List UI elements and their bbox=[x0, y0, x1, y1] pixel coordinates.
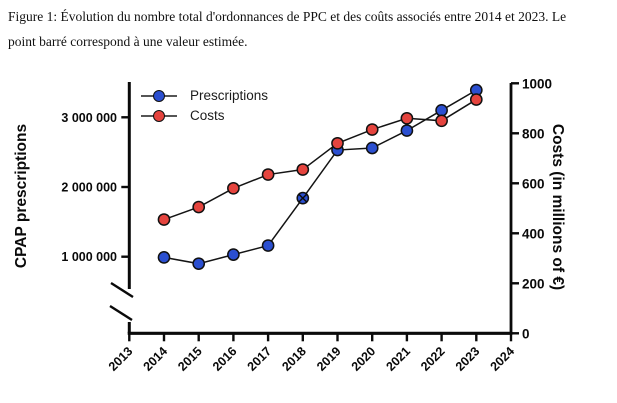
estimated-cross-2018 bbox=[298, 193, 308, 203]
right-tick-label-200: 200 bbox=[522, 276, 545, 291]
point-costs-2019 bbox=[331, 136, 344, 150]
x-tick-label-2013: 2013 bbox=[106, 344, 136, 374]
right-tick-label-1000: 1000 bbox=[522, 76, 552, 91]
point-costs-2023 bbox=[469, 93, 483, 106]
point-prescriptions-2021 bbox=[400, 124, 414, 137]
right-tick-label-600: 600 bbox=[522, 176, 545, 191]
point-prescriptions-2017 bbox=[261, 239, 275, 252]
left-tick-label-3000000: 3 000 000 bbox=[61, 111, 117, 125]
point-prescriptions-2015 bbox=[192, 257, 206, 271]
point-prescriptions-2022 bbox=[435, 103, 448, 117]
point-costs-2022 bbox=[435, 114, 448, 128]
x-tick-label-2022: 2022 bbox=[418, 344, 448, 374]
point-costs-2016 bbox=[227, 181, 240, 195]
left-axis-title: CPAP prescriptions bbox=[13, 123, 30, 269]
point-prescriptions-2020 bbox=[365, 141, 379, 155]
left-tick-label-1000000: 1 000 000 bbox=[61, 250, 117, 264]
x-tick-label-2014: 2014 bbox=[141, 344, 171, 374]
point-prescriptions-2014 bbox=[157, 251, 171, 264]
legend-item-prescriptions: Prescriptions bbox=[141, 88, 268, 103]
axis-break-mark-top bbox=[110, 281, 134, 299]
series-line-prescriptions bbox=[163, 89, 477, 265]
legend-item-costs: Costs bbox=[141, 108, 268, 123]
prescriptions-marker-icon bbox=[141, 89, 177, 102]
right-axis-title: Costs (in millions of €) bbox=[549, 123, 566, 291]
x-tick-label-2016: 2016 bbox=[210, 344, 240, 374]
left-tick-label-2000000: 2 000 000 bbox=[61, 181, 117, 195]
caption-line-1: Figure 1: Évolution du nombre total d'or… bbox=[8, 9, 567, 24]
legend-label-prescriptions: Prescriptions bbox=[190, 88, 269, 103]
x-tick-label-2021: 2021 bbox=[383, 344, 413, 374]
x-tick-label-2019: 2019 bbox=[314, 344, 344, 374]
x-tick-label-2018: 2018 bbox=[279, 344, 309, 374]
right-tick-label-0: 0 bbox=[522, 326, 530, 341]
x-tick-label-2024: 2024 bbox=[488, 344, 518, 374]
x-tick-label-2015: 2015 bbox=[175, 344, 205, 374]
right-tick-label-400: 400 bbox=[522, 226, 545, 241]
legend: Prescriptions Costs bbox=[141, 88, 268, 123]
axis-break-mark-bottom bbox=[109, 304, 133, 322]
point-costs-2018 bbox=[296, 163, 310, 176]
point-prescriptions-2016 bbox=[227, 248, 240, 261]
point-costs-2015 bbox=[192, 200, 206, 214]
legend-label-costs: Costs bbox=[190, 108, 225, 123]
point-costs-2014 bbox=[157, 213, 171, 226]
series-line-costs bbox=[163, 98, 477, 221]
right-tick-label-800: 800 bbox=[522, 126, 545, 141]
costs-marker-icon bbox=[141, 109, 177, 122]
point-costs-2020 bbox=[365, 123, 379, 136]
x-tick-label-2023: 2023 bbox=[453, 344, 483, 374]
x-tick-label-2017: 2017 bbox=[245, 344, 275, 374]
caption-line-2: point barré correspond à une valeur esti… bbox=[8, 34, 248, 49]
x-tick-label-2020: 2020 bbox=[349, 344, 379, 374]
point-costs-2021 bbox=[400, 111, 414, 125]
point-costs-2017 bbox=[261, 168, 275, 181]
figure-caption: Figure 1: Évolution du nombre total d'or… bbox=[8, 4, 610, 54]
